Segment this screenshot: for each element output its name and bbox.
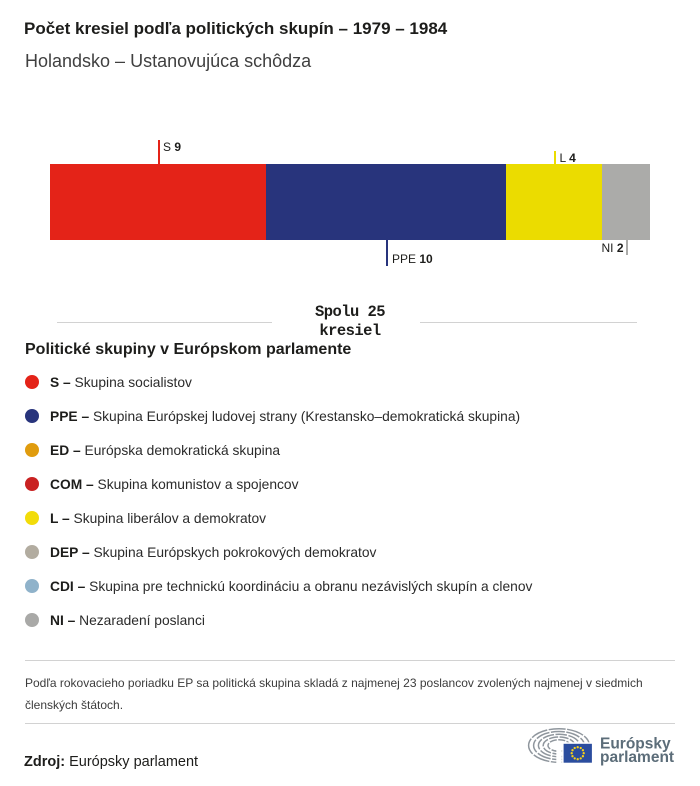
svg-text:Európsky: Európsky bbox=[600, 735, 671, 752]
svg-text:parlament: parlament bbox=[600, 749, 674, 766]
